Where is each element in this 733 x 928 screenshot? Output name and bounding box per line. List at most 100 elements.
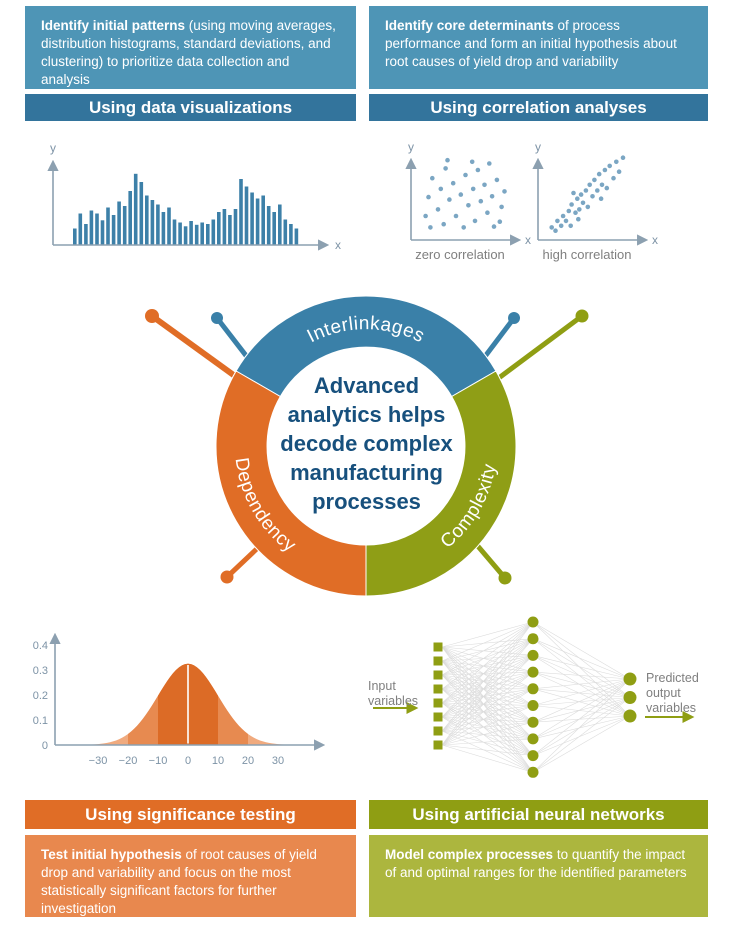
scatter-dot [458, 192, 464, 197]
nn-connection [532, 655, 631, 717]
segment-complexity [365, 370, 517, 597]
nn-nodes [433, 616, 637, 778]
histogram-bar [111, 215, 116, 245]
nn-connection [532, 715, 631, 723]
nn-connection [441, 638, 534, 732]
nn-connection [441, 688, 534, 773]
scatter-dot [558, 223, 564, 229]
nn-connection [532, 638, 631, 698]
nn-connection [441, 730, 534, 773]
nn-connection [441, 655, 534, 718]
scatter-dot [445, 157, 450, 163]
y-tick-labels: 0 0.1 0.2 0.3 0.4 [33, 640, 48, 752]
nn-connection [441, 621, 534, 718]
scatter-dot [447, 197, 452, 202]
scatter-high-correlation: y x [532, 140, 658, 247]
histogram-bar [95, 213, 99, 245]
panel-body-lead: Identify core determinants [385, 18, 554, 33]
histogram-chart: y x [47, 141, 341, 252]
nn-connection [441, 702, 534, 723]
nn-connection [441, 655, 534, 690]
histogram-bar [294, 228, 299, 245]
scatter-dot [470, 186, 476, 192]
nn-connection [532, 655, 631, 680]
scatter-dot [575, 196, 580, 201]
donut-center-text: Advanced analytics helps decode complex … [280, 373, 453, 515]
nn-connection [441, 621, 534, 662]
scatter-dot [555, 218, 560, 224]
nn-connection [441, 721, 534, 732]
nn-connection [441, 621, 534, 690]
nn-connection [441, 744, 534, 773]
nn-connection [532, 705, 631, 717]
segment-interlinkages [235, 295, 497, 398]
scatter-dot [489, 194, 495, 199]
histogram-bars [73, 173, 299, 246]
nn-connection [441, 638, 534, 704]
scatter-dot [497, 219, 503, 224]
scatter-dots [549, 155, 626, 233]
scatter-dot [438, 186, 444, 192]
histogram-bar [178, 222, 182, 245]
scatter-dot [453, 213, 459, 219]
header-using-significance-testing: Using significance testing [25, 800, 356, 829]
scatter-dot [443, 166, 448, 171]
nn-connection [532, 688, 631, 698]
nn-connection [441, 674, 534, 706]
histogram-bar [289, 224, 293, 245]
scatter-dot [569, 202, 574, 207]
nn-connection [441, 688, 534, 756]
nn-connection [532, 638, 631, 717]
histogram-bar [266, 206, 271, 245]
panel-body-neural-networks: Model complex processes to quantify the … [369, 835, 708, 917]
nn-input-node [433, 726, 443, 736]
nn-connection [441, 730, 534, 740]
scatter-dot [560, 213, 566, 219]
scatter-dot [590, 194, 595, 199]
header-using-correlation-analyses: Using correlation analyses [369, 94, 708, 121]
nn-connection [441, 638, 534, 690]
nn-connection [532, 671, 631, 717]
panel-body-text: of root causes of yield drop and variabi… [41, 847, 317, 917]
nn-connection [441, 671, 534, 718]
nn-input-node [433, 670, 443, 680]
panel-body-text: of process performance and form an initi… [385, 18, 677, 70]
nn-connection [441, 638, 534, 676]
nn-connection [441, 688, 534, 746]
histogram-bar [150, 200, 155, 245]
scatter-dot [423, 213, 428, 219]
scatter-dot [494, 177, 500, 183]
scatter-dot [487, 161, 492, 166]
nn-connection [532, 678, 631, 690]
nn-connection [532, 715, 631, 740]
scatter-dot [472, 218, 478, 224]
nn-connection [441, 621, 534, 676]
nn-connection [532, 678, 631, 723]
nn-connection [532, 715, 631, 756]
nn-connection [441, 674, 534, 740]
nn-connection [441, 638, 534, 746]
header-using-data-visualizations: Using data visualizations [25, 94, 356, 121]
histogram-bar [283, 219, 288, 245]
histogram-bar [272, 212, 276, 245]
scatter-dot [563, 218, 569, 224]
nn-connection [441, 716, 534, 756]
nn-connection [441, 688, 534, 704]
nn-hidden-node [527, 683, 539, 695]
x-tick: −30 [89, 755, 108, 767]
nn-hidden-node [527, 666, 539, 678]
nn-connection [441, 655, 534, 746]
nn-hidden-node [527, 766, 539, 778]
nn-connection [441, 671, 534, 732]
nn-connection [532, 621, 631, 680]
scatter-dot [466, 203, 471, 208]
panel-body-lead: Model complex processes [385, 847, 554, 862]
scatter-dots [423, 157, 507, 230]
histogram-bar [172, 219, 177, 245]
nn-input-node [433, 642, 443, 652]
scatter-dot [549, 225, 554, 230]
nn-connection [532, 655, 631, 698]
scatter-dot [571, 190, 576, 196]
scatter-dot [607, 163, 612, 169]
pin-head [220, 570, 234, 584]
